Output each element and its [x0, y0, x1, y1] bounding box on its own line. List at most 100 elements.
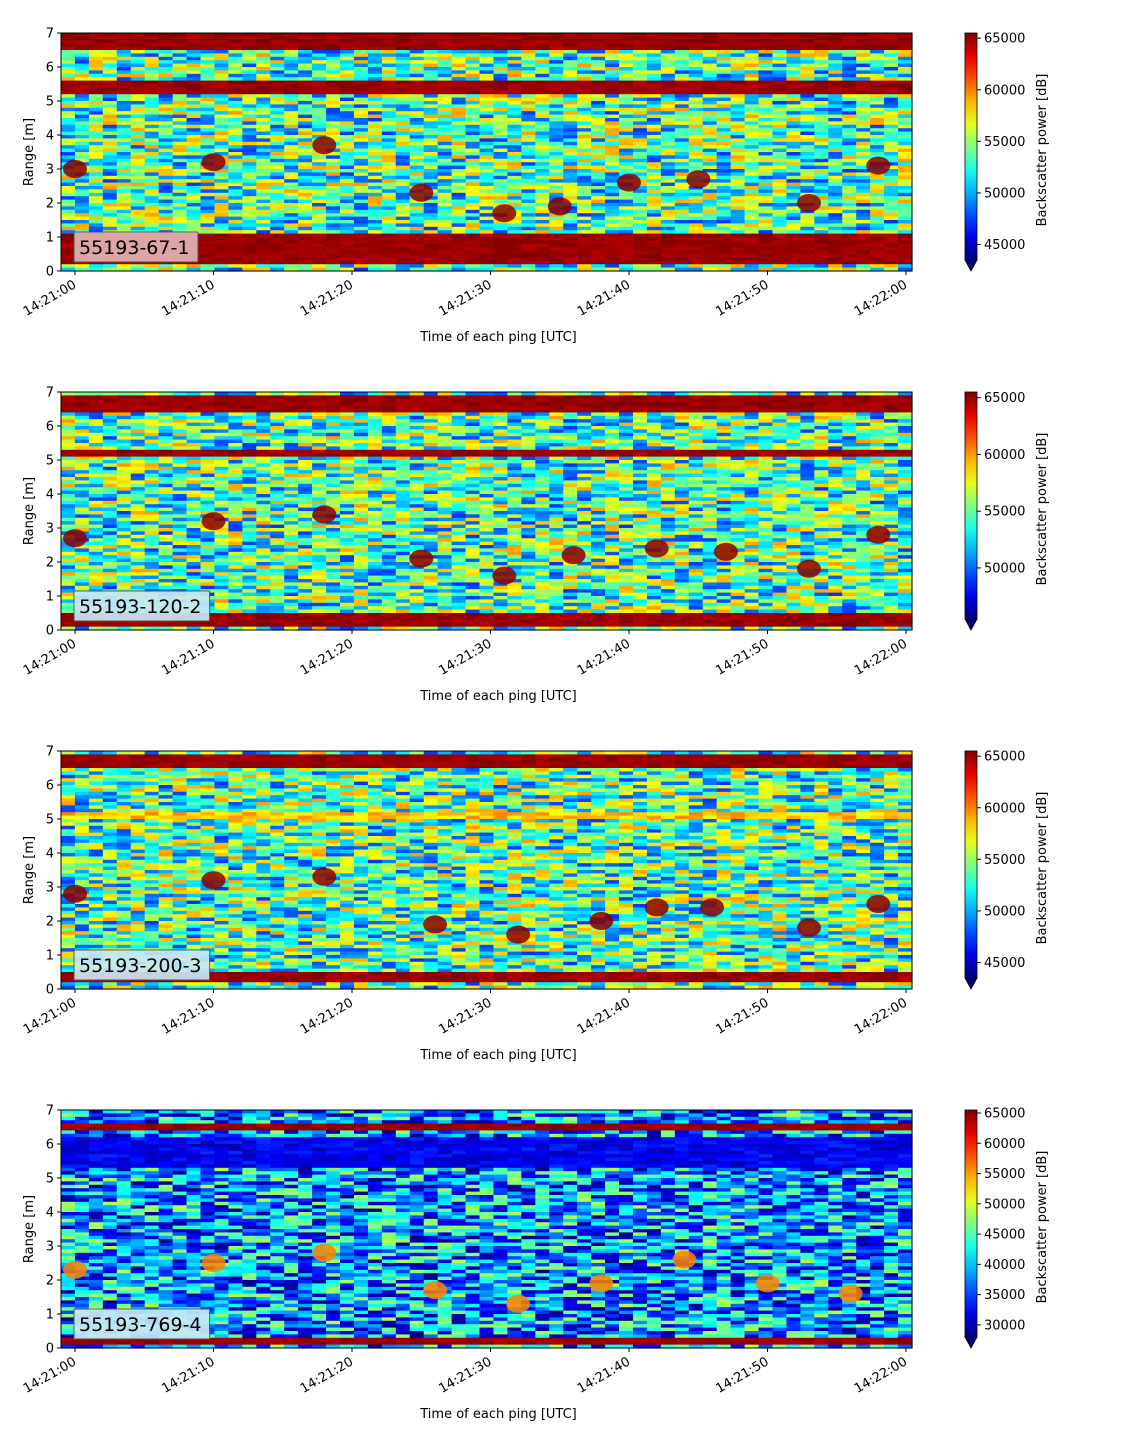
- heatmap-cell: [786, 148, 801, 153]
- heatmap-cell: [298, 148, 313, 153]
- heatmap-cell: [200, 80, 216, 85]
- heatmap-cell: [381, 172, 397, 177]
- heatmap-cell: [102, 33, 118, 37]
- heatmap-cell: [367, 155, 383, 160]
- heatmap-cell: [144, 626, 160, 631]
- heatmap-cell: [619, 247, 634, 252]
- heatmap-cell: [646, 145, 662, 150]
- heatmap-cell: [898, 254, 913, 258]
- heatmap-cell: [284, 141, 299, 146]
- heatmap-cell: [619, 199, 634, 204]
- heatmap-cell: [88, 70, 104, 75]
- heatmap-cell: [144, 534, 160, 539]
- heatmap-cell: [646, 179, 662, 184]
- x-tick-label: 14:21:20: [298, 277, 356, 319]
- heatmap-cell: [646, 267, 662, 272]
- heatmap-cell: [367, 73, 383, 78]
- heatmap-cell: [144, 412, 160, 417]
- heatmap-cell: [674, 56, 690, 61]
- heatmap-cell: [577, 240, 592, 245]
- heatmap-cell: [88, 555, 104, 560]
- heatmap-cell: [144, 36, 160, 41]
- heatmap-cell: [479, 165, 495, 170]
- heatmap-cell: [409, 175, 425, 180]
- heatmap-cell: [353, 104, 369, 109]
- heatmap-cell: [772, 80, 788, 85]
- heatmap-cell: [228, 94, 243, 99]
- heatmap-cell: [549, 104, 564, 109]
- heatmap-cell: [870, 114, 885, 119]
- heatmap-cell: [591, 260, 606, 265]
- heatmap-cell: [605, 247, 620, 252]
- heatmap-cell: [702, 264, 718, 269]
- heatmap-cell: [451, 50, 467, 54]
- heatmap-cell: [284, 84, 299, 88]
- heatmap-cell: [632, 257, 648, 262]
- heatmap-cell: [256, 60, 271, 65]
- heatmap-cell: [186, 429, 202, 434]
- heatmap-cell: [214, 56, 230, 61]
- heatmap-cell: [130, 216, 146, 221]
- heatmap-cell: [744, 104, 760, 109]
- heatmap-cell: [284, 152, 299, 156]
- heatmap-cell: [772, 155, 788, 160]
- heatmap-cell: [730, 267, 746, 272]
- heatmap-cell: [256, 250, 271, 255]
- heatmap-cell: [674, 141, 690, 146]
- heatmap-cell: [619, 165, 634, 170]
- heatmap-cell: [200, 107, 216, 112]
- heatmap-cell: [256, 240, 271, 245]
- heatmap-cell: [591, 77, 606, 82]
- heatmap-cell: [102, 141, 118, 146]
- heatmap-cell: [632, 226, 648, 231]
- heatmap-cell: [88, 94, 104, 99]
- heatmap-cell: [172, 36, 188, 41]
- heatmap-cell: [577, 175, 592, 180]
- heatmap-cell: [856, 267, 871, 272]
- heatmap-cell: [716, 101, 732, 105]
- heatmap-cell: [646, 226, 662, 231]
- heatmap-cell: [898, 70, 913, 75]
- heatmap-cell: [702, 131, 718, 136]
- heatmap-cell: [535, 53, 550, 58]
- heatmap-cell: [772, 148, 788, 153]
- heatmap-cell: [772, 169, 788, 173]
- heatmap-cell: [563, 175, 578, 180]
- heatmap-cell: [688, 213, 704, 218]
- heatmap-cell: [730, 213, 746, 218]
- heatmap-cell: [465, 158, 481, 163]
- heatmap-cell: [535, 114, 550, 119]
- heatmap-cell: [284, 107, 299, 112]
- heatmap-cell: [870, 97, 885, 102]
- heatmap-cell: [577, 260, 592, 265]
- heatmap-cell: [242, 101, 257, 105]
- x-axis-label: Time of each ping [UTC]: [419, 330, 577, 345]
- heatmap-cell: [688, 189, 704, 194]
- heatmap-cell: [340, 233, 355, 238]
- heatmap-cell: [353, 114, 369, 119]
- heatmap-cell: [102, 487, 118, 492]
- heatmap-cell: [116, 551, 132, 556]
- heatmap-cell: [591, 165, 606, 170]
- heatmap-cell: [102, 490, 118, 495]
- heatmap-cell: [828, 250, 843, 255]
- heatmap-cell: [172, 128, 188, 133]
- heatmap-cell: [298, 111, 313, 116]
- heatmap-cell: [870, 145, 885, 150]
- heatmap-cell: [563, 77, 578, 82]
- heatmap-cell: [200, 141, 216, 146]
- heatmap-cell: [242, 50, 257, 54]
- heatmap-cell: [632, 104, 648, 109]
- heatmap-cell: [744, 128, 760, 133]
- heatmap-cell: [298, 141, 313, 146]
- heatmap-cell: [688, 128, 704, 133]
- heatmap-cell: [242, 87, 257, 92]
- heatmap-cell: [465, 97, 481, 102]
- heatmap-cell: [521, 135, 536, 139]
- heatmap-cell: [144, 548, 160, 553]
- heatmap-cell: [102, 521, 118, 526]
- heatmap-cell: [702, 237, 718, 241]
- heatmap-cell: [158, 209, 174, 214]
- heatmap-cell: [884, 63, 899, 68]
- heatmap-cell: [172, 538, 188, 543]
